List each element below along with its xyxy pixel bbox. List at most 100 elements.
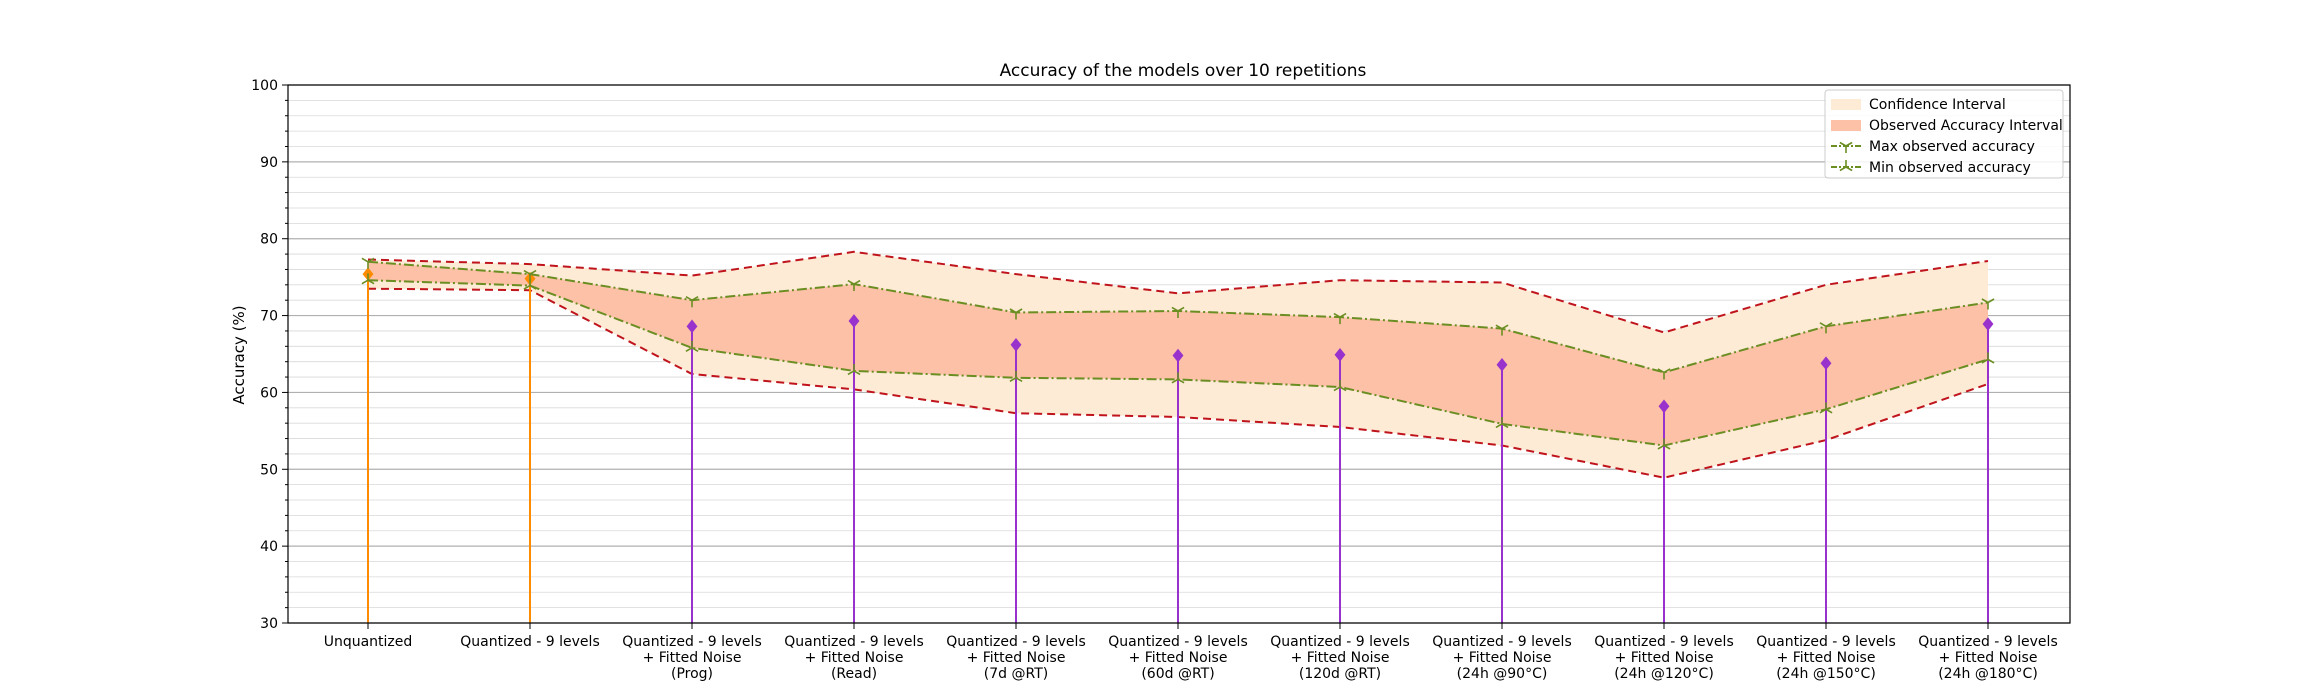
x-tick-label: Quantized - 9 levels: [460, 634, 599, 650]
x-tick-label-line: (24h @120°C): [1614, 666, 1714, 682]
tri-down-marker: [1009, 308, 1023, 320]
x-tick-label: Quantized - 9 levels + Fitted Noise (Prog): [622, 634, 761, 682]
x-tick-label-line: Quantized - 9 levels: [1270, 634, 1409, 650]
x-tick-label-line: + Fitted Noise: [1615, 650, 1714, 666]
min-accuracy-point: [1171, 372, 1185, 384]
tri-down-marker: [1495, 324, 1509, 336]
confidence-upper-line: [367, 250, 1989, 334]
tri-down-marker: [361, 257, 375, 269]
x-tick-label-line: (120d @RT): [1299, 666, 1381, 682]
legend-entry-label: Confidence Interval: [1869, 97, 2006, 113]
x-tick-label-line: + Fitted Noise: [1939, 650, 2038, 666]
x-tick-label: Unquantized: [324, 634, 413, 650]
stem-marker: [1496, 357, 1508, 372]
min-accuracy-point: [1333, 380, 1347, 392]
stem-marker: [686, 319, 698, 334]
y-tick-label: 30: [260, 616, 278, 632]
max-accuracy-point: [1495, 324, 1509, 336]
tri-up-marker: [523, 278, 537, 290]
x-tick-label-line: Quantized - 9 levels: [460, 634, 599, 650]
max-accuracy-point: [1819, 322, 1833, 334]
x-tick-label-line: (Read): [831, 666, 877, 682]
x-tick-label-line: + Fitted Noise: [1291, 650, 1390, 666]
axes-frame: [287, 84, 2071, 624]
tri-up-marker: [1009, 370, 1023, 383]
stem-marker: [1172, 348, 1184, 363]
x-tick-label-line: (24h @180°C): [1938, 666, 2038, 682]
x-tick-label-line: Quantized - 9 levels: [622, 634, 761, 650]
max-accuracy-point: [1333, 312, 1347, 325]
max-accuracy-point: [1009, 308, 1023, 320]
stem-marker: [1334, 347, 1346, 362]
min-accuracy-point: [685, 340, 699, 353]
legend-swatch-confidence: [1831, 99, 1861, 110]
x-tick-label: Quantized - 9 levels + Fitted Noise (7d @R…: [946, 634, 1085, 682]
y-tick-label: 40: [260, 539, 278, 555]
tri-up-marker: [1657, 438, 1671, 450]
stem-marker: [1982, 317, 1994, 331]
y-tick-label: 70: [260, 309, 278, 325]
max-accuracy-point: [1981, 298, 1995, 310]
tri-up-marker: [1819, 402, 1833, 414]
legend-marker-max: [1839, 141, 1853, 153]
x-tick-label-line: (Prog): [671, 666, 713, 682]
stem-marker: [1658, 399, 1670, 414]
x-tick-label-line: Quantized - 9 levels: [1432, 634, 1571, 650]
min-accuracy-point: [847, 363, 861, 376]
y-tick-label: 100: [251, 78, 278, 94]
x-tick-label-line: Quantized - 9 levels: [1594, 634, 1733, 650]
y-axis-label: Accuracy (%): [230, 305, 248, 404]
x-tick-label: Quantized - 9 levels + Fitted Noise (Read): [784, 634, 923, 682]
x-tick-label-line: + Fitted Noise: [967, 650, 1066, 666]
legend: Confidence Interval Observed Accuracy Int…: [1824, 89, 2064, 179]
tri-down-marker: [1981, 298, 1995, 310]
x-tick-label-line: Quantized - 9 levels: [784, 634, 923, 650]
x-tick-label-line: + Fitted Noise: [805, 650, 904, 666]
y-tick-label: 60: [260, 385, 278, 401]
max-accuracy-point: [685, 296, 699, 308]
stem-marker: [1820, 356, 1832, 371]
x-tick-label-line: (24h @150°C): [1776, 666, 1876, 682]
max-accuracy-point: [361, 257, 375, 269]
tri-up-marker: [1839, 160, 1853, 172]
x-tick-label-line: Unquantized: [324, 634, 413, 650]
tri-up-marker: [1495, 416, 1509, 429]
x-tick-label: Quantized - 9 levels + Fitted Noise (24h @…: [1594, 634, 1733, 682]
x-tick-label-line: Quantized - 9 levels: [1108, 634, 1247, 650]
x-tick-label: Quantized - 9 levels + Fitted Noise (60d @…: [1108, 634, 1247, 682]
y-tick-label: 80: [260, 232, 278, 248]
legend-box: [1824, 89, 2064, 179]
y-ticks: 30 40 50 60 70 80 90 100: [251, 78, 288, 632]
tri-down-marker: [1657, 368, 1671, 380]
min-accuracy-point: [1981, 352, 1995, 364]
tri-down-marker: [847, 279, 861, 292]
legend-entry-label: Observed Accuracy Interval: [1869, 118, 2063, 134]
legend-marker-min: [1839, 160, 1853, 172]
min-accuracy-point: [1009, 370, 1023, 383]
x-tick-label-line: (7d @RT): [984, 666, 1048, 682]
x-tick-label: Quantized - 9 levels + Fitted Noise (120d …: [1270, 634, 1409, 682]
max-accuracy-point: [847, 279, 861, 292]
x-tick-label: Quantized - 9 levels + Fitted Noise (24h @…: [1756, 634, 1895, 682]
legend-entry-label: Min observed accuracy: [1869, 160, 2031, 176]
min-accuracy-point: [1495, 416, 1509, 429]
min-accuracy-point: [523, 278, 537, 290]
x-tick-label: Quantized - 9 levels + Fitted Noise (24h @…: [1432, 634, 1571, 682]
x-tick-label-line: Quantized - 9 levels: [1756, 634, 1895, 650]
min-accuracy-point: [1819, 402, 1833, 414]
tri-down-marker: [1819, 322, 1833, 334]
max-accuracy-point: [1657, 368, 1671, 380]
tri-up-marker: [1171, 372, 1185, 384]
y-tick-label: 90: [260, 155, 278, 171]
x-tick-label-line: + Fitted Noise: [1453, 650, 1552, 666]
x-tick-label-line: (24h @90°C): [1457, 666, 1548, 682]
tri-down-marker: [1333, 312, 1347, 325]
x-tick-label-line: + Fitted Noise: [643, 650, 742, 666]
stem-markers: [362, 267, 1994, 623]
tri-down-marker: [1171, 306, 1185, 318]
tri-up-marker: [361, 273, 375, 285]
legend-entry-label: Max observed accuracy: [1869, 139, 2035, 155]
x-ticks: Unquantized Quantized - 9 levels Quantized…: [324, 623, 2058, 682]
